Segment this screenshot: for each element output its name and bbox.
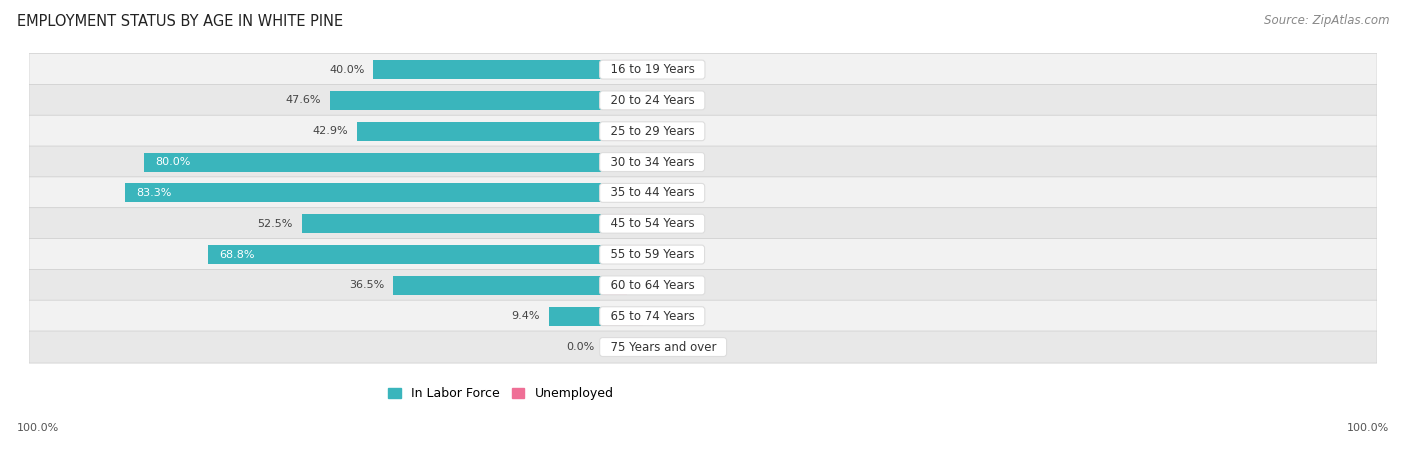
Text: 0.0%: 0.0% — [565, 342, 593, 352]
Bar — [603, 152, 643, 172]
Text: 100.0%: 100.0% — [17, 423, 59, 433]
FancyBboxPatch shape — [30, 54, 1376, 86]
Bar — [301, 214, 603, 233]
Text: 0.0%: 0.0% — [654, 64, 682, 74]
Bar — [603, 214, 643, 233]
Bar — [143, 152, 603, 172]
FancyBboxPatch shape — [30, 84, 1376, 116]
Text: 0.0%: 0.0% — [654, 219, 682, 229]
Text: 83.3%: 83.3% — [136, 188, 172, 198]
Text: 100.0%: 100.0% — [1347, 423, 1389, 433]
Bar — [125, 184, 603, 202]
Text: 4.3%: 4.3% — [638, 281, 666, 290]
Text: 40.0%: 40.0% — [329, 64, 364, 74]
Text: 0.0%: 0.0% — [654, 311, 682, 321]
Bar — [603, 245, 643, 264]
Text: 42.9%: 42.9% — [312, 126, 347, 136]
Text: 0.0%: 0.0% — [654, 342, 682, 352]
Text: 65 to 74 Years: 65 to 74 Years — [603, 310, 702, 323]
Bar — [329, 91, 603, 110]
Text: 0.0%: 0.0% — [654, 157, 682, 167]
Text: 9.4%: 9.4% — [512, 311, 540, 321]
Legend: In Labor Force, Unemployed: In Labor Force, Unemployed — [388, 387, 613, 400]
FancyBboxPatch shape — [30, 331, 1376, 363]
Bar — [603, 184, 643, 202]
Text: 20 to 24 Years: 20 to 24 Years — [603, 94, 702, 107]
Bar — [548, 307, 603, 326]
FancyBboxPatch shape — [30, 300, 1376, 332]
Bar — [357, 122, 603, 141]
Text: 60 to 64 Years: 60 to 64 Years — [603, 279, 702, 292]
Text: 25 to 29 Years: 25 to 29 Years — [603, 125, 702, 138]
Text: EMPLOYMENT STATUS BY AGE IN WHITE PINE: EMPLOYMENT STATUS BY AGE IN WHITE PINE — [17, 14, 343, 28]
FancyBboxPatch shape — [30, 208, 1376, 240]
FancyBboxPatch shape — [30, 146, 1376, 178]
Text: 30 to 34 Years: 30 to 34 Years — [603, 156, 702, 169]
Text: 0.0%: 0.0% — [654, 126, 682, 136]
Bar — [603, 337, 643, 357]
Text: 0.0%: 0.0% — [654, 96, 682, 106]
Text: 68.8%: 68.8% — [219, 249, 254, 260]
FancyBboxPatch shape — [30, 115, 1376, 147]
Text: 35 to 44 Years: 35 to 44 Years — [603, 186, 702, 199]
Text: 52.5%: 52.5% — [257, 219, 292, 229]
Bar — [394, 276, 603, 295]
FancyBboxPatch shape — [30, 177, 1376, 209]
Bar — [603, 122, 643, 141]
FancyBboxPatch shape — [30, 239, 1376, 271]
Text: 16 to 19 Years: 16 to 19 Years — [603, 63, 702, 76]
Text: 80.0%: 80.0% — [155, 157, 191, 167]
Bar — [373, 60, 603, 79]
Text: Source: ZipAtlas.com: Source: ZipAtlas.com — [1264, 14, 1389, 27]
Text: 45 to 54 Years: 45 to 54 Years — [603, 217, 702, 230]
Text: 55 to 59 Years: 55 to 59 Years — [603, 248, 702, 261]
Bar — [603, 91, 643, 110]
Text: 0.0%: 0.0% — [654, 249, 682, 260]
Text: 36.5%: 36.5% — [350, 281, 385, 290]
Bar — [603, 60, 643, 79]
Bar — [603, 307, 643, 326]
Bar — [603, 276, 627, 295]
FancyBboxPatch shape — [30, 269, 1376, 301]
Text: 0.0%: 0.0% — [654, 188, 682, 198]
Text: 47.6%: 47.6% — [285, 96, 321, 106]
Text: 75 Years and over: 75 Years and over — [603, 341, 724, 354]
Bar — [208, 245, 603, 264]
